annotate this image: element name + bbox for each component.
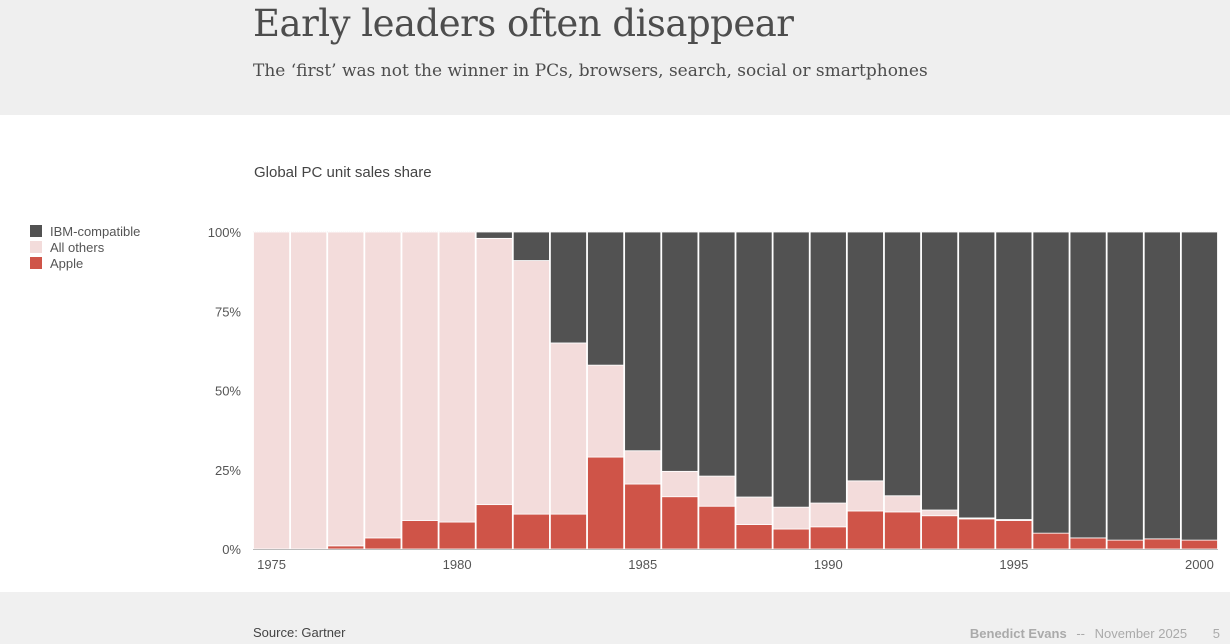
bar-all-others-1979 bbox=[401, 231, 439, 521]
bar-all-others-1990 bbox=[809, 502, 847, 528]
bar-all-others-1987 bbox=[698, 475, 736, 507]
y-tick-label: 100% bbox=[208, 225, 242, 240]
bar-ibm-compatible-1997 bbox=[1069, 231, 1107, 539]
header-band: Early leaders often disappear The ‘first… bbox=[0, 0, 1230, 115]
bar-all-others-1982 bbox=[512, 260, 550, 515]
bar-all-others-1989 bbox=[772, 506, 810, 530]
bar-apple-1977 bbox=[327, 545, 365, 550]
bar-apple-1986 bbox=[661, 496, 699, 550]
bar-ibm-compatible-1988 bbox=[735, 231, 773, 498]
author: Benedict Evans bbox=[969, 626, 1067, 641]
bar-all-others-1985 bbox=[624, 450, 662, 485]
bar-ibm-compatible-1982 bbox=[512, 231, 550, 261]
y-tick-label: 0% bbox=[222, 542, 241, 557]
legend: IBM-compatible All others Apple bbox=[30, 223, 140, 271]
bar-all-others-1976 bbox=[290, 231, 328, 550]
bar-all-others-1983 bbox=[550, 342, 587, 515]
y-tick-label: 50% bbox=[215, 384, 241, 399]
bar-ibm-compatible-1984 bbox=[587, 231, 625, 366]
bar-apple-1993 bbox=[921, 515, 959, 550]
bar-ibm-compatible-1983 bbox=[550, 231, 587, 344]
bar-apple-1987 bbox=[698, 505, 736, 550]
bar-all-others-1978 bbox=[364, 231, 402, 539]
bar-ibm-compatible-1992 bbox=[884, 231, 921, 497]
bar-apple-1992 bbox=[884, 511, 921, 550]
legend-swatch bbox=[30, 225, 42, 237]
bar-all-others-1984 bbox=[587, 364, 625, 458]
legend-swatch bbox=[30, 257, 42, 269]
bar-apple-1999 bbox=[1143, 538, 1181, 550]
bar-all-others-1992 bbox=[884, 495, 921, 513]
bar-apple-2000 bbox=[1180, 539, 1218, 550]
bar-all-others-1993 bbox=[921, 509, 959, 517]
bar-ibm-compatible-1999 bbox=[1143, 231, 1181, 540]
bar-ibm-compatible-1996 bbox=[1032, 231, 1070, 534]
legend-item-apple: Apple bbox=[30, 255, 140, 271]
bar-ibm-compatible-1981 bbox=[475, 231, 513, 239]
bar-ibm-compatible-1985 bbox=[624, 231, 662, 452]
y-tick-label: 75% bbox=[215, 304, 241, 319]
bar-apple-1983 bbox=[550, 513, 587, 550]
bar-apple-1997 bbox=[1069, 537, 1107, 550]
x-tick-label: 1985 bbox=[628, 557, 657, 572]
bar-ibm-compatible-1989 bbox=[772, 231, 810, 508]
bar-ibm-compatible-1986 bbox=[661, 231, 699, 472]
x-tick-label: 1980 bbox=[443, 557, 472, 572]
date: November 2025 bbox=[1094, 626, 1188, 641]
source-note: Source: Gartner bbox=[253, 625, 346, 640]
page-title: Early leaders often disappear bbox=[253, 2, 794, 45]
legend-item-others: All others bbox=[30, 239, 140, 255]
footer: Source: Gartner Benedict Evans -- Novemb… bbox=[0, 592, 1230, 644]
bar-all-others-1991 bbox=[846, 480, 884, 512]
bar-apple-1985 bbox=[624, 483, 662, 550]
bar-apple-1979 bbox=[401, 520, 439, 550]
bar-ibm-compatible-1991 bbox=[846, 231, 884, 482]
legend-label: IBM-compatible bbox=[50, 223, 141, 239]
credit: Benedict Evans -- November 2025 5 bbox=[970, 626, 1220, 641]
bar-apple-1989 bbox=[772, 528, 810, 550]
bar-all-others-1986 bbox=[661, 470, 699, 498]
bar-apple-1996 bbox=[1032, 532, 1070, 550]
legend-swatch bbox=[30, 241, 42, 253]
separator: -- bbox=[1076, 626, 1086, 641]
bar-apple-1978 bbox=[364, 537, 402, 550]
x-tick-label: 1990 bbox=[814, 557, 843, 572]
legend-label: All others bbox=[50, 239, 105, 255]
bar-ibm-compatible-1998 bbox=[1106, 231, 1144, 541]
bar-apple-1984 bbox=[587, 456, 625, 550]
bar-ibm-compatible-1993 bbox=[921, 231, 959, 511]
bar-apple-1988 bbox=[735, 524, 773, 550]
x-tick-label: 1995 bbox=[999, 557, 1028, 572]
bar-apple-1982 bbox=[512, 513, 550, 550]
bar-apple-1980 bbox=[438, 521, 476, 550]
bar-all-others-1981 bbox=[475, 237, 513, 506]
page-subtitle: The ‘first’ was not the winner in PCs, b… bbox=[253, 61, 928, 81]
bar-apple-1995 bbox=[995, 520, 1033, 550]
bar-apple-1998 bbox=[1106, 539, 1144, 550]
y-tick-label: 25% bbox=[215, 463, 241, 478]
bar-ibm-compatible-2000 bbox=[1180, 231, 1218, 541]
x-tick-label: 2000 bbox=[1185, 557, 1214, 572]
bar-ibm-compatible-1994 bbox=[958, 231, 996, 519]
bar-all-others-1977 bbox=[327, 231, 365, 547]
page-number: 5 bbox=[1212, 626, 1220, 641]
bar-ibm-compatible-1995 bbox=[995, 231, 1033, 520]
bar-apple-1994 bbox=[958, 518, 996, 550]
bar-ibm-compatible-1990 bbox=[809, 231, 847, 504]
legend-label: Apple bbox=[50, 255, 84, 271]
legend-item-ibm: IBM-compatible bbox=[30, 223, 140, 239]
bar-ibm-compatible-1987 bbox=[698, 231, 736, 477]
bar-all-others-1975 bbox=[253, 231, 291, 550]
bar-apple-1981 bbox=[475, 504, 513, 550]
bar-all-others-1980 bbox=[438, 231, 476, 523]
bar-apple-1990 bbox=[809, 526, 847, 550]
bar-all-others-1988 bbox=[735, 496, 773, 525]
bar-apple-1991 bbox=[846, 510, 884, 550]
chart-title: Global PC unit sales share bbox=[254, 164, 432, 181]
x-tick-label: 1975 bbox=[257, 557, 286, 572]
